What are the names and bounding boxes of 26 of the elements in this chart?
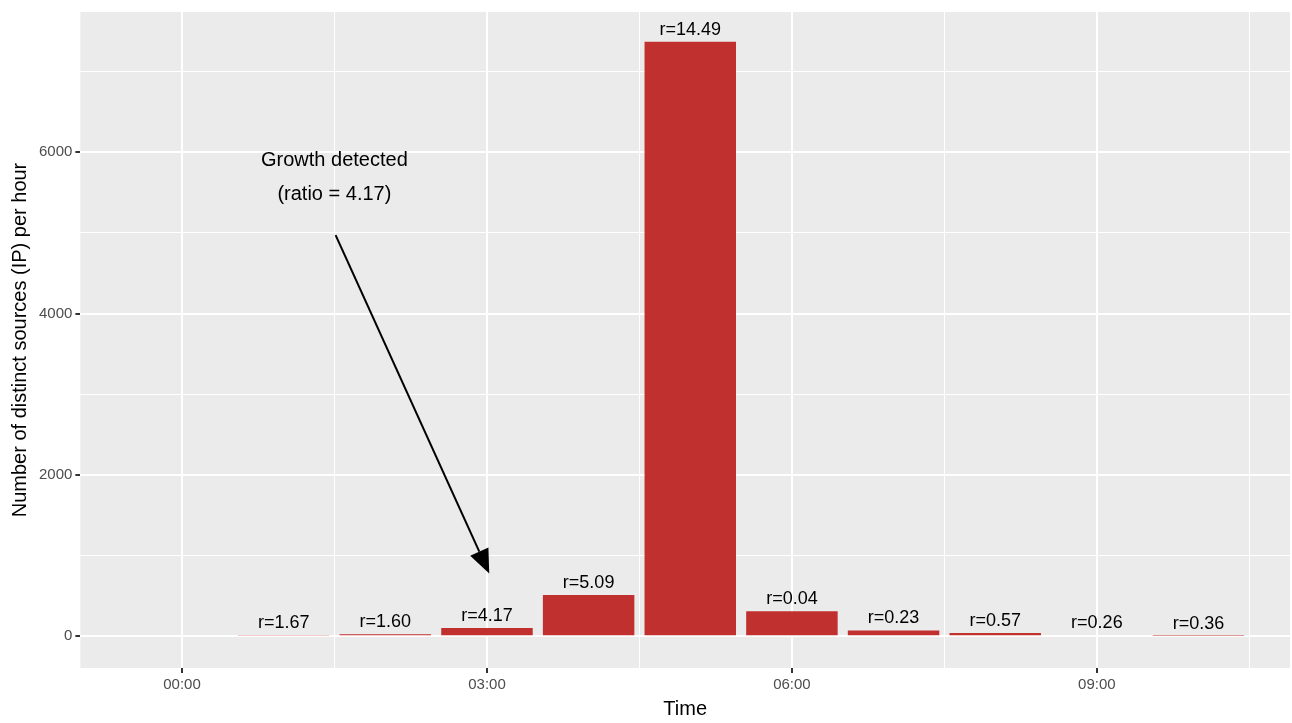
- y-tick-label: 2000: [38, 465, 73, 483]
- x-tick-label: 03:00: [468, 675, 506, 693]
- annotation: r=0.36: [1172, 612, 1225, 633]
- y-tick-label: 6000: [38, 142, 73, 160]
- annotation: r=5.09: [562, 571, 615, 592]
- annotation: r=0.57: [969, 609, 1021, 630]
- x-tick-label: 06:00: [773, 675, 811, 693]
- y-axis-title: Number of distinct sources (IP) per hour: [7, 162, 30, 518]
- x-axis-title: Time: [663, 696, 708, 719]
- bar: [542, 595, 635, 636]
- x-tick-label: 00:00: [163, 675, 201, 693]
- annotation: r=1.67: [257, 611, 310, 632]
- x-tick-label: 09:00: [1078, 675, 1116, 693]
- annotation: r=4.17: [461, 605, 513, 626]
- y-tick-label: 4000: [38, 303, 73, 321]
- annotation: r=14.49: [659, 18, 722, 39]
- annotation: r=1.60: [359, 611, 412, 632]
- annotation: Growth detected (ratio = 4.17): [261, 148, 408, 205]
- bar: [746, 611, 838, 636]
- bar: [644, 41, 737, 636]
- annotation: r=0.04: [766, 588, 818, 609]
- bar: [949, 632, 1041, 636]
- bar: [441, 628, 533, 636]
- y-tick-label: 0: [64, 626, 73, 644]
- annotation: r=0.23: [867, 607, 920, 628]
- annotation: r=0.26: [1071, 612, 1123, 633]
